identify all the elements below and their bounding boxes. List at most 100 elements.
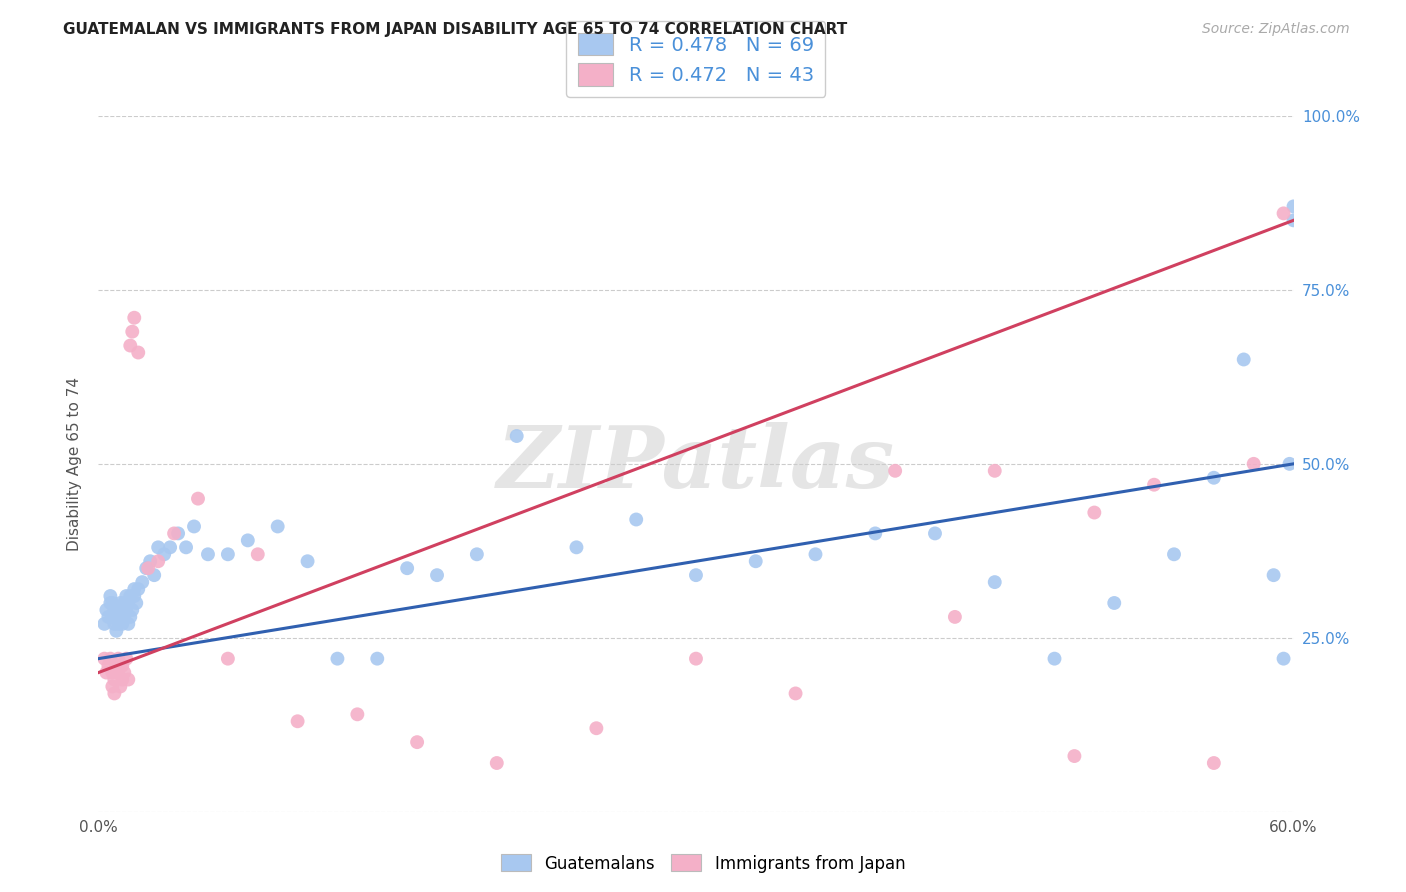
Point	[136, 561, 159, 575]
Point	[103, 616, 125, 631]
Point	[96, 665, 118, 680]
Point	[1104, 596, 1126, 610]
Point	[107, 651, 129, 665]
Point	[485, 756, 508, 770]
Text: ZIPatlas: ZIPatlas	[496, 422, 896, 506]
Point	[326, 651, 349, 665]
Point	[246, 547, 269, 561]
Point	[1143, 477, 1166, 491]
Point	[287, 714, 309, 729]
Point	[396, 561, 419, 575]
Point	[115, 589, 138, 603]
Point	[297, 554, 319, 568]
Point	[785, 686, 807, 700]
Point	[159, 541, 181, 555]
Point	[120, 338, 142, 352]
Point	[107, 665, 129, 680]
Point	[1083, 506, 1105, 520]
Point	[1278, 457, 1301, 471]
Point	[115, 603, 138, 617]
Point	[924, 526, 946, 541]
Point	[105, 624, 128, 638]
Point	[1163, 547, 1185, 561]
Point	[135, 561, 157, 575]
Point	[103, 686, 125, 700]
Point	[406, 735, 429, 749]
Text: GUATEMALAN VS IMMIGRANTS FROM JAPAN DISABILITY AGE 65 TO 74 CORRELATION CHART: GUATEMALAN VS IMMIGRANTS FROM JAPAN DISA…	[63, 22, 848, 37]
Point	[236, 533, 259, 548]
Point	[217, 651, 239, 665]
Point	[346, 707, 368, 722]
Point	[96, 603, 118, 617]
Point	[1282, 213, 1305, 227]
Point	[124, 589, 146, 603]
Point	[120, 610, 142, 624]
Point	[112, 665, 135, 680]
Point	[143, 568, 166, 582]
Point	[1282, 199, 1305, 213]
Point	[107, 603, 129, 617]
Point	[745, 554, 768, 568]
Point	[685, 651, 707, 665]
Point	[163, 526, 186, 541]
Point	[366, 651, 388, 665]
Point	[217, 547, 239, 561]
Point	[1202, 756, 1225, 770]
Point	[131, 575, 153, 590]
Point	[112, 610, 135, 624]
Point	[111, 673, 134, 687]
Point	[121, 603, 143, 617]
Point	[148, 541, 170, 555]
Point	[1063, 749, 1085, 764]
Point	[93, 616, 115, 631]
Point	[111, 658, 134, 673]
Point	[127, 345, 149, 359]
Point	[1202, 471, 1225, 485]
Point	[111, 603, 134, 617]
Point	[124, 310, 146, 325]
Point	[121, 325, 143, 339]
Legend: Guatemalans, Immigrants from Japan: Guatemalans, Immigrants from Japan	[494, 847, 912, 880]
Point	[97, 658, 120, 673]
Point	[139, 554, 162, 568]
Point	[101, 680, 124, 694]
Text: Source: ZipAtlas.com: Source: ZipAtlas.com	[1202, 22, 1350, 37]
Point	[112, 596, 135, 610]
Point	[117, 596, 139, 610]
Point	[183, 519, 205, 533]
Point	[1272, 651, 1295, 665]
Point	[127, 582, 149, 596]
Point	[111, 616, 134, 631]
Point	[626, 512, 648, 526]
Point	[804, 547, 827, 561]
Point	[1043, 651, 1066, 665]
Point	[865, 526, 887, 541]
Point	[97, 610, 120, 624]
Point	[187, 491, 209, 506]
Point	[125, 596, 148, 610]
Y-axis label: Disability Age 65 to 74: Disability Age 65 to 74	[67, 376, 83, 551]
Point	[984, 464, 1007, 478]
Point	[267, 519, 290, 533]
Point	[98, 589, 122, 603]
Point	[105, 610, 128, 624]
Point	[153, 547, 176, 561]
Point	[101, 610, 124, 624]
Point	[506, 429, 529, 443]
Point	[124, 582, 146, 596]
Point	[117, 616, 139, 631]
Point	[120, 589, 142, 603]
Point	[110, 596, 132, 610]
Point	[685, 568, 707, 582]
Point	[1272, 206, 1295, 220]
Point	[167, 526, 190, 541]
Point	[105, 658, 128, 673]
Point	[174, 541, 197, 555]
Point	[117, 673, 139, 687]
Point	[93, 651, 115, 665]
Legend: R = 0.478   N = 69, R = 0.472   N = 43: R = 0.478 N = 69, R = 0.472 N = 43	[567, 21, 825, 97]
Point	[197, 547, 219, 561]
Point	[148, 554, 170, 568]
Point	[103, 673, 125, 687]
Point	[1263, 568, 1285, 582]
